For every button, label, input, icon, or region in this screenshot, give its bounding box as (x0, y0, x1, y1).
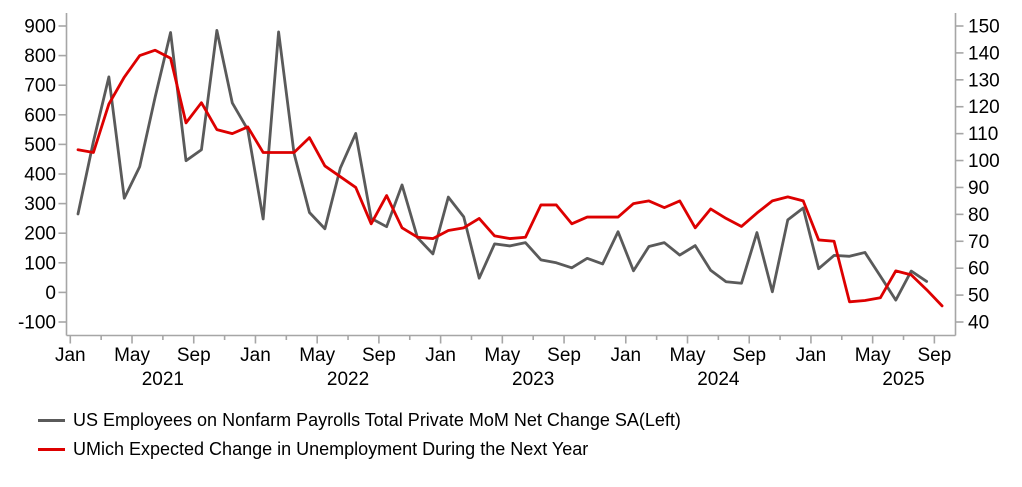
svg-text:100: 100 (968, 151, 1000, 172)
svg-text:May: May (484, 345, 520, 366)
svg-text:80: 80 (968, 205, 989, 226)
svg-text:Sep: Sep (177, 345, 211, 366)
svg-text:500: 500 (24, 135, 56, 156)
svg-text:Jan: Jan (796, 345, 827, 366)
svg-text:400: 400 (24, 165, 56, 186)
svg-text:700: 700 (24, 76, 56, 97)
umich-series-line (76, 48, 944, 308)
umich-legend-label: UMich Expected Change in Unemployment Du… (73, 439, 589, 459)
svg-text:Sep: Sep (732, 345, 766, 366)
svg-text:2022: 2022 (327, 369, 369, 390)
svg-text:-100: -100 (18, 313, 56, 334)
svg-text:2021: 2021 (142, 369, 184, 390)
payrolls-series-line (76, 29, 929, 302)
svg-text:800: 800 (24, 46, 56, 67)
axes (65, 13, 957, 337)
x-axis-year-labels: 2021 2022 2023 2024 2025 (142, 369, 925, 390)
svg-text:Jan: Jan (55, 345, 86, 366)
svg-text:100: 100 (24, 253, 56, 274)
svg-text:60: 60 (968, 259, 989, 280)
svg-text:May: May (114, 345, 150, 366)
svg-text:200: 200 (24, 224, 56, 245)
svg-text:300: 300 (24, 194, 56, 215)
svg-text:50: 50 (968, 286, 989, 307)
left-axis-ticks: 900 800 700 600 500 400 300 200 100 0 -100 (18, 17, 67, 334)
chart-legend: US Employees on Nonfarm Payrolls Total P… (38, 406, 1022, 464)
svg-text:0: 0 (45, 283, 56, 304)
svg-text:Jan: Jan (240, 345, 271, 366)
svg-text:150: 150 (968, 17, 1000, 38)
payrolls-legend-swatch-icon (38, 419, 65, 422)
svg-text:110: 110 (968, 124, 998, 145)
svg-text:2023: 2023 (512, 369, 554, 390)
svg-text:2025: 2025 (882, 369, 924, 390)
svg-text:Jan: Jan (425, 345, 456, 366)
svg-text:120: 120 (968, 97, 1000, 118)
svg-text:140: 140 (968, 43, 1000, 64)
svg-text:130: 130 (968, 70, 1000, 91)
svg-text:Sep: Sep (362, 345, 396, 366)
right-axis-ticks: 150 140 130 120 110 100 90 80 70 60 50 40 (955, 17, 1000, 334)
svg-text:Sep: Sep (547, 345, 581, 366)
payrolls-legend-label: US Employees on Nonfarm Payrolls Total P… (73, 410, 681, 430)
svg-text:Sep: Sep (917, 345, 951, 366)
svg-text:May: May (670, 345, 706, 366)
legend-item-umich: UMich Expected Change in Unemployment Du… (38, 435, 1022, 464)
payrolls-vs-umich-chart: 900 800 700 600 500 400 300 200 100 0 -100 150 140 13… (18, 13, 1000, 390)
x-axis-ticks: Jan May Sep Jan May Sep Jan May Sep Jan May Sep Jan M… (55, 335, 951, 366)
svg-text:900: 900 (24, 17, 56, 38)
svg-text:Jan: Jan (610, 345, 641, 366)
umich-legend-swatch-icon (38, 448, 65, 451)
svg-text:2024: 2024 (697, 369, 740, 390)
svg-text:May: May (299, 345, 335, 366)
svg-text:40: 40 (968, 313, 989, 334)
svg-text:May: May (855, 345, 891, 366)
svg-text:90: 90 (968, 178, 989, 199)
svg-text:70: 70 (968, 232, 989, 253)
svg-text:600: 600 (24, 105, 56, 126)
legend-item-payrolls: US Employees on Nonfarm Payrolls Total P… (38, 406, 1022, 435)
